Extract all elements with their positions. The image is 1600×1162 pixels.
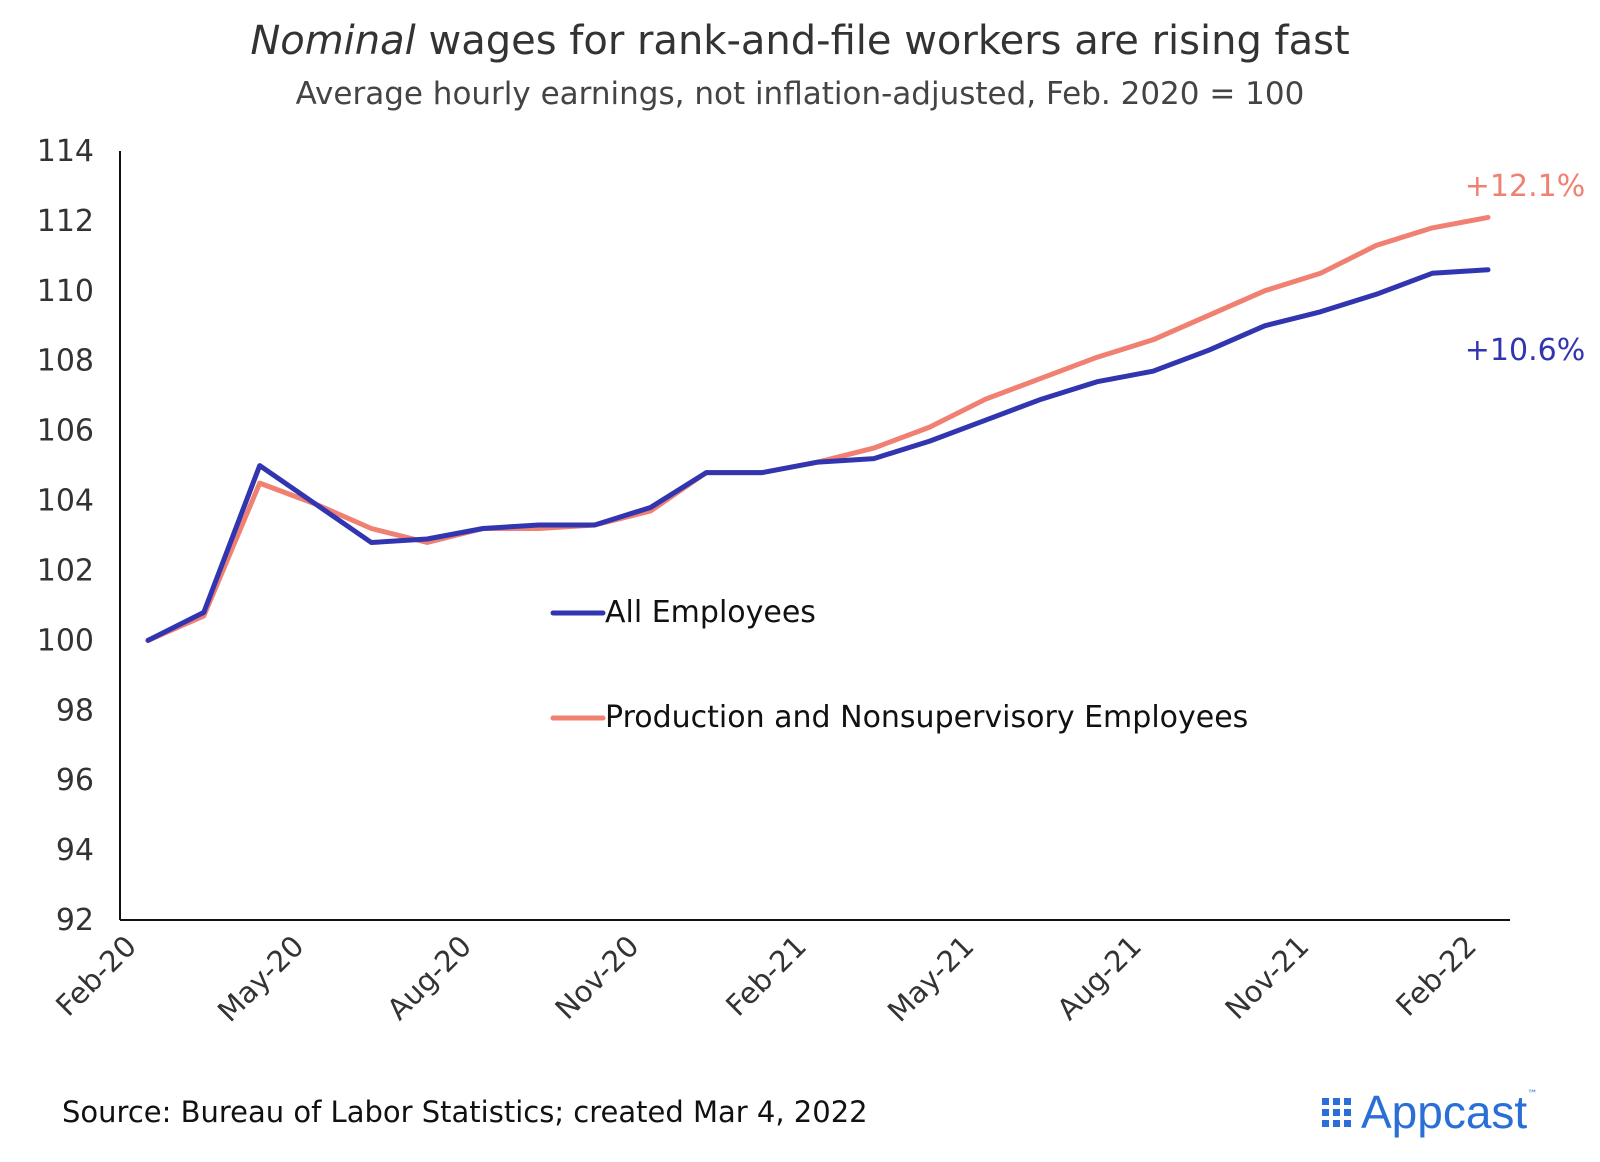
legend: All Employees Production and Nonsupervis… <box>550 595 1248 735</box>
y-tick-label: 98 <box>56 693 94 728</box>
title-rest: wages for rank-and-file workers are risi… <box>428 18 1350 64</box>
source-note: Source: Bureau of Labor Statistics; crea… <box>62 1095 868 1129</box>
title-emphasis: Nominal <box>250 18 416 64</box>
chart-title: Nominal wages for rank-and-file workers … <box>0 18 1600 64</box>
logo-trademark: ™ <box>1527 1089 1538 1100</box>
y-tick-label: 114 <box>37 134 94 169</box>
end-label-all: +10.6% <box>1465 333 1585 368</box>
x-tick-label: Feb-22 <box>1389 929 1483 1023</box>
x-tick-label: Nov-21 <box>1218 929 1315 1026</box>
y-tick-label: 112 <box>37 204 94 239</box>
y-tick-label: 94 <box>56 833 94 868</box>
end-label-production: +12.1% <box>1465 169 1585 204</box>
y-tick-label: 100 <box>37 623 94 658</box>
appcast-logo: Appcast ™ <box>1322 1085 1537 1139</box>
series-line-all-employees <box>145 267 1491 643</box>
y-tick-label: 92 <box>56 903 94 938</box>
chart-axes <box>119 151 1510 921</box>
y-tick-label: 104 <box>37 484 94 519</box>
x-tick-label: May-21 <box>881 929 981 1029</box>
x-tick-label: Feb-20 <box>49 929 143 1023</box>
y-tick-label: 108 <box>37 344 94 379</box>
x-tick-label: Nov-20 <box>548 929 645 1026</box>
x-axis-ticks: Feb-20 May-20 Aug-20 Nov-20 Feb-21 May-21 Aug-… <box>49 929 1483 1029</box>
y-tick-label: 96 <box>56 763 94 798</box>
y-tick-label: 110 <box>37 274 94 309</box>
appcast-logo-icon <box>1322 1097 1351 1127</box>
x-tick-label: May-20 <box>211 929 311 1029</box>
logo-text: Appcast <box>1361 1086 1528 1138</box>
chart-subtitle: Average hourly earnings, not inflation-a… <box>295 76 1305 112</box>
x-tick-label: Aug-21 <box>1050 929 1148 1027</box>
legend-label-production: Production and Nonsupervisory Employees <box>605 700 1248 735</box>
y-axis-ticks: 114 112 110 108 106 104 102 100 98 96 94 92 <box>37 134 94 938</box>
x-tick-label: Feb-21 <box>719 929 813 1023</box>
series-lines <box>145 214 1491 643</box>
x-tick-label: Aug-20 <box>380 929 478 1027</box>
legend-label-all: All Employees <box>605 595 816 630</box>
series-line-production <box>145 214 1491 643</box>
y-tick-label: 106 <box>37 414 94 449</box>
y-tick-label: 102 <box>37 553 94 588</box>
